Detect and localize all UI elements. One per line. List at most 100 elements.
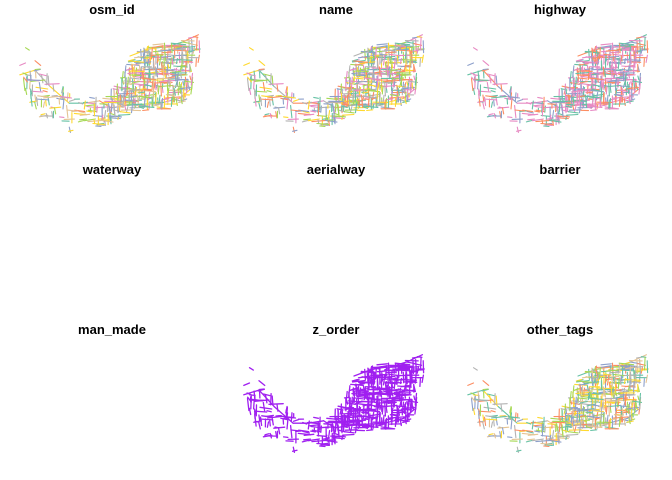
street-segment (156, 54, 159, 64)
street-segment (565, 415, 574, 417)
street-segment (117, 95, 126, 97)
street-segment (83, 118, 96, 122)
street-segment (96, 105, 98, 113)
street-segment (570, 414, 573, 428)
street-segment (603, 388, 607, 398)
street-segment (531, 420, 534, 430)
street-segment (138, 95, 152, 99)
street-segment (635, 369, 637, 384)
street-segment (499, 111, 502, 119)
street-segment (371, 411, 375, 421)
street-segment (490, 90, 496, 93)
street-segment (128, 60, 145, 63)
street-segment (572, 385, 575, 398)
panel-other-tags: other_tags (467, 322, 649, 453)
street-segment (628, 46, 632, 60)
street-segment (128, 95, 139, 98)
street-segment (376, 393, 379, 408)
street-segment (383, 399, 400, 403)
street-segment (401, 59, 417, 61)
street-segment (261, 415, 274, 418)
street-segment (507, 96, 521, 99)
street-segment (579, 400, 588, 404)
street-segment (182, 86, 185, 100)
street-segment (602, 386, 605, 397)
street-segment (325, 119, 338, 123)
street-segment (310, 430, 317, 433)
street-segment (384, 375, 396, 378)
street-segment (161, 97, 164, 110)
street-segment (621, 388, 629, 392)
street-segment (603, 68, 607, 78)
street-segment (41, 74, 44, 84)
street-segment (109, 115, 123, 118)
street-segment (600, 424, 608, 427)
street-segment (613, 57, 616, 65)
street-segment (138, 83, 148, 87)
street-segment (341, 425, 348, 429)
street-segment (628, 417, 631, 425)
street-segment (600, 406, 603, 420)
street-segment (602, 93, 605, 105)
street-segment (394, 89, 405, 92)
street-segment (472, 47, 478, 51)
street-segment (374, 47, 377, 60)
street-segment (345, 70, 348, 81)
street-segment (333, 115, 347, 118)
street-segment (395, 74, 403, 77)
street-segment (158, 94, 161, 104)
street-segment (609, 407, 612, 414)
street-segment (586, 83, 596, 87)
street-segment (495, 75, 498, 85)
street-segment (59, 116, 65, 118)
street-segment (415, 39, 417, 52)
street-segment (282, 436, 289, 439)
street-segment (258, 60, 266, 66)
panel-aerialway: aerialway (307, 162, 366, 177)
street-segment (557, 115, 571, 118)
street-segment (576, 409, 579, 422)
street-segment (35, 98, 50, 101)
street-segment (264, 433, 270, 436)
street-segment (419, 36, 422, 51)
street-segment (595, 91, 599, 101)
street-segment (483, 98, 498, 101)
street-segment (609, 417, 612, 430)
street-segment (309, 104, 319, 107)
street-segment (93, 119, 96, 124)
street-segment (406, 81, 409, 86)
street-segment (325, 114, 328, 121)
street-segment (311, 439, 327, 443)
street-segment (337, 427, 340, 438)
street-segment (367, 88, 376, 92)
street-segment (401, 74, 412, 77)
street-segment (277, 107, 281, 115)
street-segment (605, 49, 620, 52)
street-segment (603, 81, 616, 84)
street-segment (152, 104, 160, 107)
street-segment (578, 422, 582, 434)
street-segment (341, 95, 350, 97)
street-segment (370, 408, 376, 411)
street-segment (340, 83, 342, 94)
street-segment (384, 55, 396, 58)
street-segment (619, 394, 627, 397)
street-segment (573, 68, 580, 71)
street-segment (29, 100, 38, 103)
street-segment (582, 407, 586, 416)
street-segment (40, 113, 46, 116)
street-segment (307, 118, 320, 122)
street-segment (621, 87, 624, 96)
street-segment (404, 97, 407, 105)
street-segment (471, 76, 476, 83)
street-segment (621, 407, 624, 416)
street-segment (301, 119, 309, 123)
street-segment (618, 362, 635, 366)
street-segment (514, 429, 525, 432)
street-segment (586, 64, 589, 72)
street-segment (514, 105, 517, 119)
street-segment (470, 72, 476, 76)
street-segment (609, 87, 612, 94)
street-segment (335, 117, 345, 120)
street-segment (606, 378, 619, 380)
